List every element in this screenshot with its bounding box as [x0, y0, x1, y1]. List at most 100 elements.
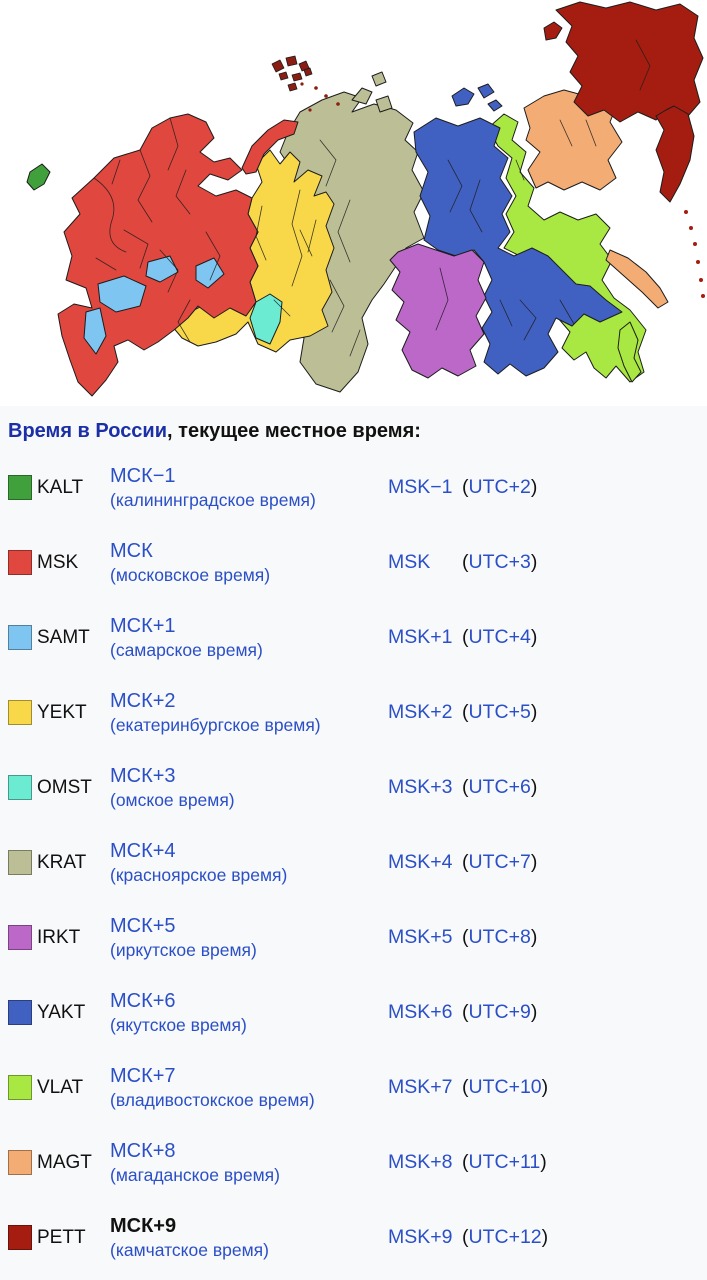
- zone-name-link[interactable]: (омское время): [110, 789, 235, 810]
- msk-en-link[interactable]: MSK+6: [388, 1001, 453, 1023]
- zone-utc-cell: MSK+4 (UTC+7): [388, 851, 537, 874]
- zone-msk-cell: МСК (московское время): [110, 539, 388, 587]
- msk-offset-link[interactable]: МСК+9: [110, 1214, 177, 1237]
- msk-en-link[interactable]: MSK+4: [388, 851, 453, 873]
- legend-row: SAMT МСК+1 (самарское время) MSK+1 (UTC+4…: [8, 600, 699, 675]
- zone-color-swatch: [8, 475, 32, 500]
- paren-close: ): [541, 1226, 549, 1248]
- zone-name-link[interactable]: (якутское время): [110, 1014, 247, 1035]
- utc-offset-link[interactable]: UTC+3: [468, 551, 531, 573]
- msk-offset-link[interactable]: МСК+8: [110, 1139, 176, 1162]
- msk-en-link[interactable]: MSK+9: [388, 1226, 453, 1248]
- zone-code-cell: KALT: [8, 475, 110, 500]
- msk-offset-link[interactable]: МСК: [110, 539, 153, 562]
- zone-krat-islands: [351, 71, 393, 113]
- msk-offset-link[interactable]: МСК+2: [110, 689, 176, 712]
- utc-offset-link[interactable]: UTC+11: [468, 1151, 541, 1173]
- paren-open: (: [462, 1076, 469, 1098]
- paren-open: (: [462, 476, 469, 498]
- zone-code-label: PETT: [37, 1226, 86, 1248]
- zone-code-label: VLAT: [37, 1076, 84, 1098]
- legend-row: KRAT МСК+4 (красноярское время) MSK+4 (UT…: [8, 825, 699, 900]
- utc-offset-link[interactable]: UTC+9: [468, 1001, 531, 1023]
- zone-name-link[interactable]: (калининградское время): [110, 489, 316, 510]
- utc-offset-link[interactable]: UTC+2: [468, 476, 531, 498]
- zone-msk-novaya-zemlya: [241, 119, 299, 175]
- zone-color-swatch: [8, 850, 32, 875]
- zone-color-swatch: [8, 700, 32, 725]
- utc-offset-link[interactable]: UTC+6: [468, 776, 531, 798]
- msk-offset-link[interactable]: МСК+1: [110, 614, 176, 637]
- zone-name-link[interactable]: (красноярское время): [110, 864, 288, 885]
- utc-offset-link[interactable]: UTC+7: [468, 851, 531, 873]
- time-zones-legend: Время в России, текущее местное время: K…: [0, 406, 707, 1275]
- zone-msk-cell: МСК+8 (магаданское время): [110, 1139, 388, 1187]
- zone-samt: [83, 255, 225, 355]
- zone-msk-cell: МСК+9 (камчатское время): [110, 1214, 388, 1262]
- paren-close: ): [530, 851, 538, 873]
- legend-row: KALT МСК−1 (калининградское время) MSK−1…: [8, 450, 699, 525]
- zone-kalt: [26, 163, 51, 191]
- legend-row: MAGT МСК+8 (магаданское время) MSK+8 (UTC…: [8, 1125, 699, 1200]
- legend-row: MSK МСК (московское время) MSK (UTC+3): [8, 525, 699, 600]
- legend-row: PETT МСК+9 (камчатское время) MSK+9 (UTC+…: [8, 1200, 699, 1275]
- msk-en-link[interactable]: MSK+3: [388, 776, 453, 798]
- legend-row: OMST МСК+3 (омское время) MSK+3 (UTC+6): [8, 750, 699, 825]
- zone-name-link[interactable]: (московское время): [110, 564, 271, 585]
- zone-pett-kamchatka: [655, 105, 695, 203]
- zone-color-swatch: [8, 550, 32, 575]
- msk-en-link[interactable]: MSK+8: [388, 1151, 453, 1173]
- msk-offset-link[interactable]: МСК−1: [110, 464, 176, 487]
- msk-offset-link[interactable]: МСК+4: [110, 839, 176, 862]
- utc-offset-link[interactable]: UTC+8: [468, 926, 531, 948]
- msk-en-link[interactable]: MSK+7: [388, 1076, 453, 1098]
- legend-rows: KALT МСК−1 (калининградское время) MSK−1…: [8, 450, 699, 1275]
- utc-offset-link[interactable]: UTC+12: [468, 1226, 542, 1248]
- paren-open: (: [462, 776, 469, 798]
- msk-en-link[interactable]: MSK+5: [388, 926, 453, 948]
- zone-name-link[interactable]: (магаданское время): [110, 1164, 280, 1185]
- paren-close: ): [530, 1001, 538, 1023]
- internal-borders: [93, 39, 651, 357]
- zone-utc-cell: MSK+7 (UTC+10): [388, 1076, 548, 1099]
- paren-open: (: [462, 851, 469, 873]
- msk-en-link[interactable]: MSK+2: [388, 701, 453, 723]
- zone-code-label: IRKT: [37, 926, 81, 948]
- zone-code-cell: PETT: [8, 1225, 110, 1250]
- legend-row: YEKT МСК+2 (екатеринбургское время) MSK+…: [8, 675, 699, 750]
- zone-name-link[interactable]: (камчатское время): [110, 1239, 269, 1260]
- zone-name-link[interactable]: (иркутское время): [110, 939, 257, 960]
- zone-msk-cell: МСК+2 (екатеринбургское время): [110, 689, 388, 737]
- utc-offset-link[interactable]: UTC+4: [468, 626, 531, 648]
- map-svg: [0, 0, 707, 406]
- paren-close: ): [530, 626, 538, 648]
- paren-open: (: [462, 1151, 469, 1173]
- zone-name-link[interactable]: (екатеринбургское время): [110, 714, 321, 735]
- paren-close: ): [530, 551, 538, 573]
- utc-offset-link[interactable]: UTC+10: [468, 1076, 542, 1098]
- msk-offset-link[interactable]: МСК+6: [110, 989, 176, 1012]
- zone-code-label: MSK: [37, 551, 79, 573]
- zone-utc-cell: MSK+8 (UTC+11): [388, 1151, 547, 1174]
- zone-name-link[interactable]: (владивостокское время): [110, 1089, 315, 1110]
- msk-offset-link[interactable]: МСК+5: [110, 914, 176, 937]
- msk-en-link[interactable]: MSK+1: [388, 626, 453, 648]
- legend-row: VLAT МСК+7 (владивостокское время) MSK+7…: [8, 1050, 699, 1125]
- paren-open: (: [462, 926, 469, 948]
- msk-offset-link[interactable]: МСК+7: [110, 1064, 176, 1087]
- utc-offset-link[interactable]: UTC+5: [468, 701, 531, 723]
- zone-color-swatch: [8, 775, 32, 800]
- msk-en-link[interactable]: MSK−1: [388, 476, 453, 498]
- zone-color-swatch: [8, 1150, 32, 1175]
- paren-open: (: [462, 626, 469, 648]
- zone-magt-kuril-sliver: [605, 249, 669, 309]
- msk-en-link[interactable]: MSK: [388, 551, 431, 573]
- time-in-russia-link[interactable]: Время в России: [8, 420, 168, 442]
- zone-color-swatch: [8, 1225, 32, 1250]
- paren-close: ): [530, 476, 538, 498]
- msk-offset-link[interactable]: МСК+3: [110, 764, 176, 787]
- paren-close: ): [530, 701, 538, 723]
- zone-name-link[interactable]: (самарское время): [110, 639, 263, 660]
- zone-msk-cell: МСК+1 (самарское время): [110, 614, 388, 662]
- zone-code-label: YEKT: [37, 701, 87, 723]
